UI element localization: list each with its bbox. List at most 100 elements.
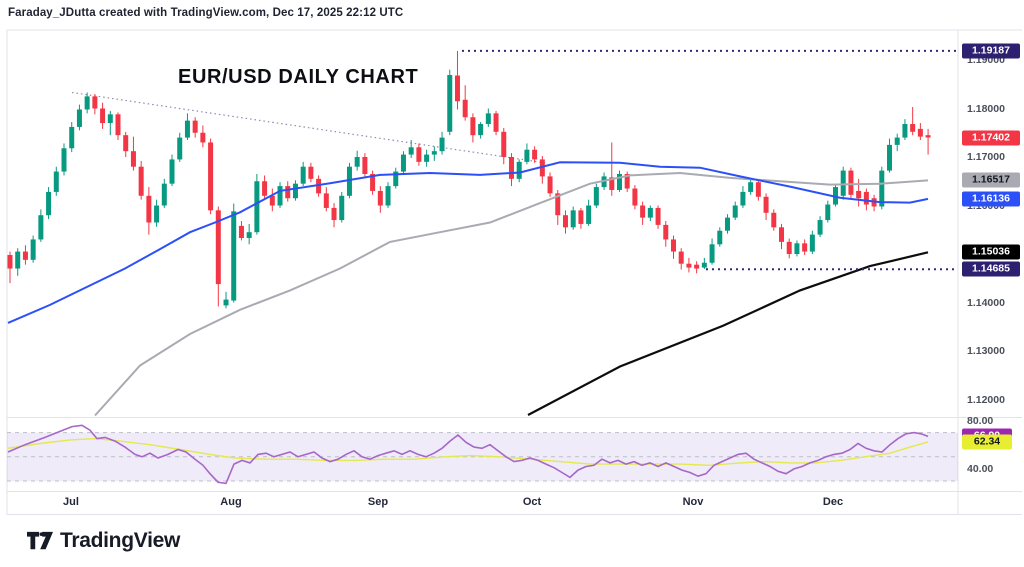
candle-body: [740, 191, 746, 206]
candle-body: [46, 191, 52, 216]
candle-body: [863, 191, 869, 205]
candle-body: [316, 178, 322, 194]
candle-body: [30, 239, 36, 260]
candle-body: [161, 183, 167, 206]
candle-body: [802, 243, 808, 252]
candle-body: [254, 181, 260, 233]
rsi-badge: 62.34: [962, 434, 1012, 450]
candle-body: [84, 96, 90, 110]
candle-body: [539, 159, 545, 177]
candle-body: [779, 227, 784, 242]
candle-body: [570, 210, 576, 228]
candle-body: [578, 210, 584, 224]
blue-ma-line: [7, 161, 929, 324]
candle-body: [215, 210, 221, 285]
candle-body: [840, 170, 846, 196]
dotted-trendline: [71, 91, 546, 164]
candle-body: [424, 154, 430, 162]
candle-body: [825, 204, 831, 221]
price-badge: 1.16517: [962, 172, 1020, 188]
candle-body: [670, 239, 676, 252]
candle-body: [709, 244, 715, 263]
price-axis-label: 1.12000: [967, 393, 1005, 406]
candle-body: [701, 262, 707, 268]
candle-body: [647, 207, 653, 218]
candle-body: [439, 137, 445, 152]
candle-body: [208, 142, 214, 211]
candle-body: [902, 124, 908, 138]
candle-body: [15, 251, 21, 269]
credit-text: Faraday_JDutta created with TradingView.…: [8, 7, 404, 19]
candle-body: [879, 170, 885, 207]
candle-body: [516, 161, 522, 179]
candle-body: [300, 166, 306, 184]
candle-body: [686, 263, 692, 268]
candle-body: [493, 113, 499, 132]
candle-body: [532, 149, 538, 160]
candle-body: [717, 230, 723, 245]
candle-body: [763, 196, 769, 213]
candle-body: [562, 215, 568, 228]
rsi-line: [7, 424, 929, 485]
gray-ma-line: [94, 171, 929, 417]
candle-body: [107, 114, 113, 124]
rsi-axis-label: 80.00: [967, 414, 994, 427]
candle-body: [917, 128, 923, 137]
month-label-sep: Sep: [367, 496, 389, 508]
candle-body: [22, 251, 28, 260]
month-label-oct: Oct: [522, 496, 542, 508]
candle-body: [609, 177, 615, 190]
candle-body: [331, 207, 337, 221]
tradingview-logo-icon: [27, 531, 53, 550]
candle-body: [447, 75, 453, 132]
candle-body: [146, 195, 152, 223]
price-axis-label: 1.18000: [967, 102, 1005, 115]
candle-body: [724, 217, 730, 231]
candle-body: [547, 176, 553, 194]
candle-body: [177, 137, 183, 160]
candle-body: [231, 211, 237, 301]
candle-body: [786, 241, 792, 254]
candle-body: [894, 137, 900, 145]
price-badge: 1.16136: [962, 191, 1020, 207]
price-axis-label: 1.14000: [967, 296, 1005, 309]
candle-body: [370, 173, 376, 191]
rsi-axis-label: 40.00: [967, 462, 994, 475]
candle-body: [354, 157, 360, 167]
black-trendline: [527, 251, 929, 416]
candle-body: [732, 205, 738, 218]
price-axis-label: 1.17000: [967, 151, 1005, 163]
candle-body: [470, 117, 476, 136]
rsi-ma-line: [7, 437, 929, 467]
candle-body: [154, 205, 160, 223]
tradingview-logo[interactable]: TradingView: [27, 529, 180, 553]
candle-body: [925, 135, 931, 138]
candle-body: [431, 151, 437, 155]
candle-body: [748, 182, 754, 192]
price-badge: 1.14685: [962, 261, 1020, 277]
candle-body: [771, 212, 777, 228]
candle-body: [809, 234, 815, 252]
candle-body: [38, 215, 44, 240]
candle-body: [69, 126, 75, 149]
candle-body: [416, 147, 422, 162]
month-label-jul: Jul: [63, 496, 79, 508]
candle-body: [663, 224, 669, 240]
candle-body: [169, 159, 175, 184]
candle-body: [100, 108, 106, 124]
candle-body: [192, 120, 198, 133]
candle-body: [246, 232, 252, 238]
chart-title-watermark: EUR/USD DAILY CHART: [178, 66, 419, 88]
candle-body: [593, 187, 599, 206]
candle-body: [285, 186, 291, 199]
candle-body: [524, 149, 530, 162]
candle-body: [346, 166, 352, 196]
price-badge: 1.19187: [962, 43, 1020, 59]
candle-body: [408, 147, 414, 155]
candle-body: [887, 144, 893, 171]
candle-body: [385, 186, 391, 206]
candle-body: [508, 157, 514, 179]
candle-body: [184, 120, 190, 138]
price-badge: 1.15036: [962, 244, 1020, 260]
